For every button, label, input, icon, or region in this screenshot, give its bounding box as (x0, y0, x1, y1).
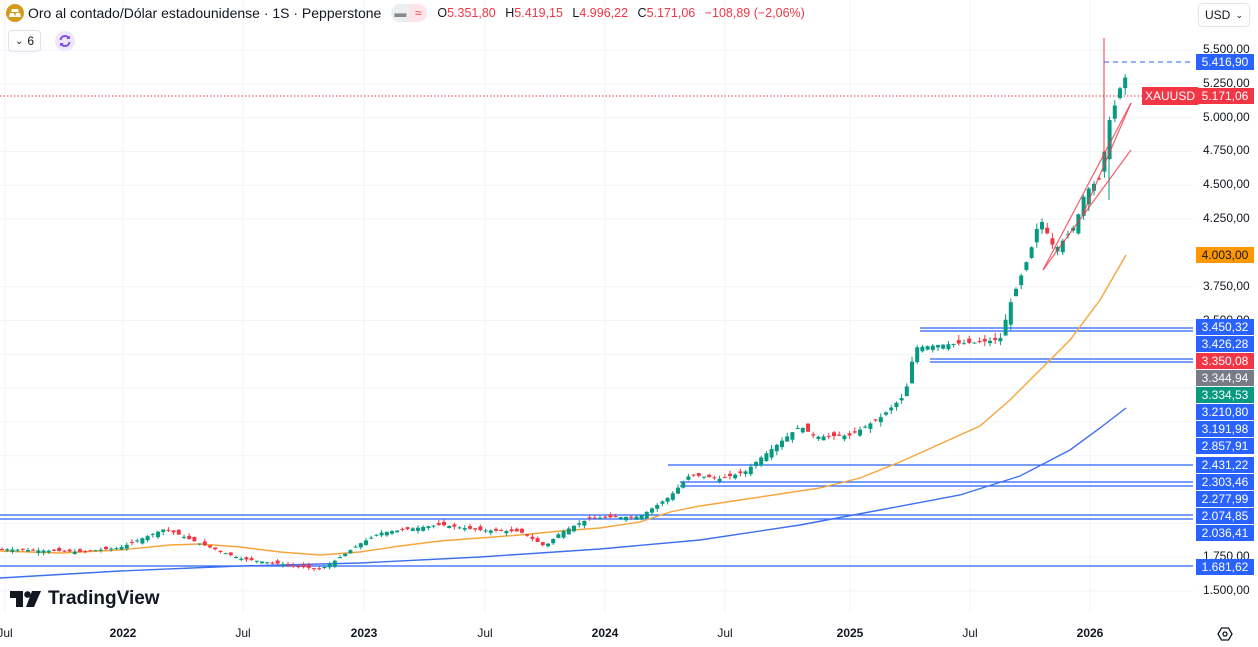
chevron-down-icon: ⌄ (1235, 9, 1243, 20)
minus-icon[interactable]: ▬ (391, 4, 410, 22)
symbol-title[interactable]: Oro al contado/Dólar estadounidense · 1S… (28, 5, 382, 21)
refresh-button[interactable] (55, 31, 76, 51)
time-tick: Jul (235, 626, 251, 640)
price-tick: 4.750,00 (1203, 143, 1250, 158)
price-badge: 1.681,62 (1196, 559, 1254, 575)
time-tick: 2022 (109, 626, 137, 640)
price-badge: 3.191,98 (1196, 421, 1254, 437)
time-tick: 2024 (591, 626, 619, 640)
price-badge: 2.277,99 (1196, 491, 1254, 507)
symbol-badge: XAUUSD (1142, 87, 1198, 105)
time-tick: Jul (477, 626, 493, 640)
price-badge: 2.303,46 (1196, 474, 1254, 490)
high-value: 5.419,15 (514, 6, 563, 20)
price-badge: 5.416,90 (1196, 54, 1254, 70)
price-tick: 3.750,00 (1203, 278, 1250, 293)
price-tick: 5.500,00 (1203, 42, 1250, 56)
price-badge: 3.334,53 (1196, 387, 1254, 403)
settings-hexagon-icon (1217, 627, 1233, 641)
price-badge: 2.431,22 (1196, 457, 1254, 473)
tradingview-logo-icon (10, 591, 41, 607)
chevron-down-icon: ⌄ (15, 35, 24, 47)
indicator-row: ⌄ 6 (8, 30, 76, 52)
time-tick: 2026 (1076, 626, 1104, 640)
price-tick: 5.250,00 (1203, 75, 1250, 90)
tradingview-logo[interactable]: TradingView (10, 588, 160, 610)
time-tick: Jul (0, 626, 13, 640)
close-value: 5.171,06 (646, 6, 696, 20)
tradingview-logo-text: TradingView (48, 588, 160, 609)
chart-settings-button[interactable] (1217, 626, 1233, 647)
time-tick: Jul (962, 626, 978, 640)
change-value: −108,89 (−2,06%) (704, 6, 805, 20)
gold-icon (6, 4, 24, 22)
price-badge: 4.003,00 (1196, 247, 1254, 263)
low-value: 4.996,22 (579, 6, 629, 20)
legend-pill[interactable]: ▬ ≈ (391, 4, 428, 22)
price-tick: 4.250,00 (1203, 211, 1250, 226)
candles (0, 38, 1128, 572)
trendlines (1042, 102, 1132, 271)
horizontal-levels (0, 61, 1193, 567)
price-badge: 5.171,06 (1196, 88, 1254, 104)
price-tick: 4.500,00 (1203, 177, 1250, 192)
approx-icon[interactable]: ≈ (409, 4, 428, 22)
price-badge: 3.450,32 (1196, 319, 1254, 335)
time-tick: 2023 (350, 626, 378, 640)
time-tick: 2025 (836, 626, 864, 640)
ohlc-values: O5.351,80 H5.419,15 L4.996,22 C5.171,06 … (437, 6, 805, 20)
price-badge: 2.857,91 (1196, 438, 1254, 454)
price-badge: 3.344,94 (1196, 370, 1254, 386)
indicators-toggle[interactable]: ⌄ 6 (8, 30, 42, 52)
price-badge: 3.210,80 (1196, 404, 1254, 420)
moving-averages (0, 254, 1127, 579)
price-badge: 3.350,08 (1196, 353, 1254, 369)
price-tick: 5.000,00 (1203, 109, 1250, 124)
time-tick: Jul (717, 626, 733, 640)
indicators-count: 6 (27, 34, 35, 48)
open-value: 5.351,80 (447, 6, 496, 20)
price-tick: 1.500,00 (1203, 583, 1250, 597)
currency-label: USD (1205, 8, 1231, 22)
price-badge: 2.036,41 (1196, 525, 1254, 541)
price-badge: 3.426,28 (1196, 336, 1254, 352)
symbol-legend: Oro al contado/Dólar estadounidense · 1S… (6, 4, 811, 22)
currency-select[interactable]: USD ⌄ (1198, 3, 1250, 27)
grid-lines (0, 0, 1193, 612)
refresh-icon (59, 35, 71, 47)
price-badge: 2.074,85 (1196, 508, 1254, 524)
